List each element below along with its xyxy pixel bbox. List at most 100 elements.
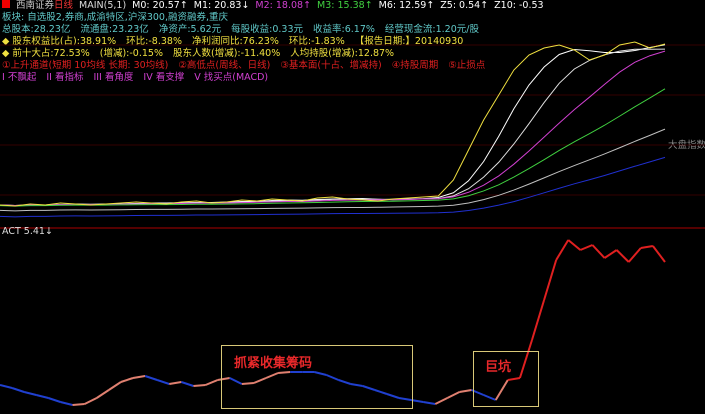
- act-segment: [603, 249, 618, 259]
- moving-average-line: [0, 44, 666, 207]
- act-segment: [555, 239, 570, 261]
- act-segment: [398, 397, 412, 401]
- annotation-box-pit: [473, 351, 539, 407]
- info-item: 环比:-1.83%: [288, 36, 345, 47]
- info-item: 每股收益:0.33元: [231, 24, 304, 35]
- act-segment: [229, 377, 243, 385]
- info-item: I 不飘起: [2, 72, 37, 83]
- act-segment: [410, 399, 424, 403]
- finance-line: 总股本:28.23亿 流通盘:23.23亿 净资产:5.62元 每股收益:0.33元收…: [2, 24, 489, 35]
- info-item: 净资产:5.62元: [158, 24, 222, 35]
- act-segment: [96, 389, 110, 399]
- act-segment: [507, 377, 521, 381]
- act-segment: [446, 391, 460, 399]
- ma-value: Z10: -0.53: [494, 0, 544, 11]
- act-segment: [169, 381, 182, 385]
- act-segment: [423, 401, 436, 405]
- act-segment: [326, 374, 339, 381]
- ma-value: M2: 18.08↑: [255, 0, 312, 11]
- info-item: 股东人数(增减):-11.40%: [172, 48, 281, 59]
- act-segment: [265, 372, 279, 379]
- act-segment: [652, 245, 666, 263]
- act-segment: [374, 389, 388, 395]
- ma-value: M0: 20.57↑: [132, 0, 188, 11]
- act-segment: [108, 381, 122, 391]
- act-segment: [84, 397, 98, 405]
- act-segment: [434, 397, 448, 405]
- holders-line: ◆ 前十大占:72.53% (增减):-0.15% 股东人数(增减):-11.40%…: [2, 48, 404, 59]
- ma-value: M6: 12.59↑: [378, 0, 435, 11]
- info-item: ①上升通道(短期 10均线 长期: 30均线): [2, 60, 169, 71]
- price-line: [0, 41, 666, 207]
- act-segment: [241, 382, 254, 385]
- moving-average-line: [0, 48, 666, 207]
- act-segment: [132, 375, 146, 379]
- act-segment: [531, 299, 546, 341]
- ma-value: M1: 20.83↓: [193, 0, 250, 11]
- act-segment: [181, 381, 194, 387]
- act-segment: [278, 371, 291, 374]
- info-item: V 找买点(MACD): [194, 72, 269, 83]
- act-segment: [386, 393, 400, 399]
- act-segment: [543, 259, 558, 301]
- act-segment: [0, 384, 13, 389]
- info-item: ④持股周期: [391, 60, 439, 71]
- stock-marker-icon: [2, 0, 10, 8]
- act-segment: [579, 244, 593, 251]
- act-segment: [253, 377, 267, 384]
- act-indicator-label: ACT 5.41↓: [2, 226, 53, 237]
- act-segment: [144, 375, 158, 381]
- act-segment: [494, 379, 509, 401]
- annotation-collect: 抓紧收集筹码: [234, 356, 313, 371]
- act-segment: [591, 244, 606, 259]
- equity-line: ◆ 股东权益比(占):38.91% 环比:-8.38% 净利润同比:76.23% 环比…: [2, 36, 473, 47]
- act-segment: [11, 387, 25, 393]
- info-item: 经营现金流:1.20元/股: [384, 24, 479, 35]
- info-item: 总股本:28.23亿: [2, 24, 71, 35]
- info-item: (增减):-0.15%: [99, 48, 163, 59]
- act-segment: [120, 377, 134, 383]
- act-segment: [615, 249, 630, 263]
- act-segment: [362, 385, 376, 391]
- info-item: II 看指标: [46, 72, 84, 83]
- act-segment: [36, 394, 49, 399]
- act-segment: [640, 245, 654, 249]
- act-segment: [518, 339, 533, 379]
- main-indicator: MAIN(5,1): [79, 0, 127, 11]
- info-item: ◆ 股东权益比(占):38.91%: [2, 36, 117, 47]
- act-segment: [627, 247, 642, 263]
- annotation-box-collect: [221, 345, 413, 409]
- info-item: ③基本面(十占、增减持): [280, 60, 382, 71]
- info-item: 收益率:6.17%: [313, 24, 375, 35]
- info-item: IV 看支撑: [143, 72, 185, 83]
- act-segment: [314, 371, 327, 376]
- act-segment: [23, 391, 37, 396]
- act-segment: [350, 383, 363, 387]
- info-item: III 看角度: [93, 72, 134, 83]
- rules-line: ①上升通道(短期 10均线 长期: 30均线) ②高低点(周线、日线) ③基本面(十…: [2, 60, 495, 71]
- moving-average-line: [0, 50, 666, 207]
- act-segment: [156, 379, 170, 385]
- annotation-pit: 巨坑: [485, 360, 512, 375]
- act-segment: [48, 397, 61, 403]
- header-line: 西南证券日线 MAIN(5,1) M0: 20.57↑ M1: 20.83↓ M2: 1…: [2, 0, 556, 11]
- moving-average-line: [0, 88, 666, 207]
- info-item: ②高低点(周线、日线): [178, 60, 271, 71]
- period[interactable]: 日线: [54, 0, 74, 11]
- act-segment: [567, 239, 582, 251]
- act-segment: [72, 403, 85, 406]
- info-item: 流通盘:23.23亿: [80, 24, 149, 35]
- info-item: 人均持股(增减):12.87%: [290, 48, 395, 59]
- info-item: 环比:-8.38%: [126, 36, 182, 47]
- act-segment: [193, 384, 206, 387]
- moving-average-line: [0, 156, 666, 218]
- ma-values: M0: 20.57↑ M1: 20.83↓ M2: 18.08↑ M3: 15.38↑…: [132, 0, 549, 11]
- sector-line: 板块: 自选股2,券商,成渝特区,沪深300,融资融券,重庆: [2, 12, 228, 23]
- info-item: 【报告日期:】20140930: [354, 36, 464, 47]
- act-segment: [60, 401, 73, 406]
- ma-value: M3: 15.38↑: [317, 0, 373, 11]
- act-segment: [205, 379, 219, 386]
- act-segment: [338, 379, 351, 385]
- ma-value: Z5: 0.54↑: [440, 0, 489, 11]
